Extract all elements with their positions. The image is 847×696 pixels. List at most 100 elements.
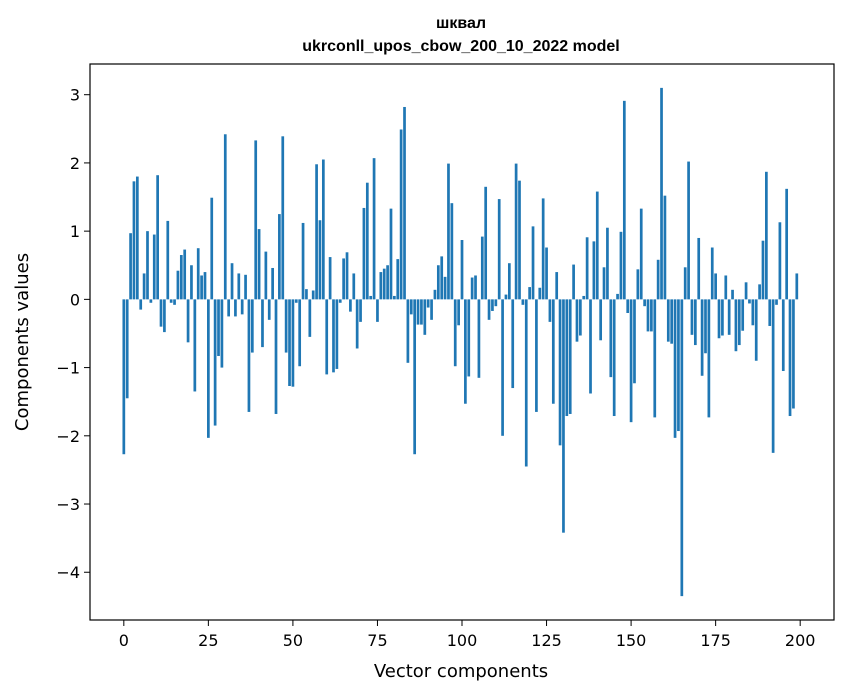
bar — [315, 164, 318, 300]
bar — [558, 299, 562, 446]
bar — [680, 299, 684, 597]
bar — [365, 182, 369, 300]
x-tick-label: 75 — [367, 631, 387, 650]
bar — [744, 282, 748, 300]
bar — [403, 106, 406, 300]
bar — [393, 295, 396, 300]
bar — [670, 299, 674, 344]
bar — [480, 236, 484, 300]
bar — [159, 299, 163, 327]
bar — [146, 231, 149, 300]
bar — [122, 299, 126, 455]
bar — [690, 299, 694, 335]
bar — [234, 299, 237, 317]
bar — [190, 265, 193, 300]
bar — [183, 249, 187, 300]
bar — [653, 299, 657, 418]
bar — [585, 237, 589, 300]
x-tick-label: 150 — [616, 631, 647, 650]
bar — [673, 299, 677, 438]
bar — [125, 299, 129, 399]
bar — [470, 277, 474, 300]
bar — [788, 299, 792, 417]
chart-subtitle: ukrconll_upos_cbow_200_10_2022 model — [302, 38, 619, 55]
bar — [321, 159, 325, 300]
bar — [227, 299, 231, 317]
bar — [754, 299, 758, 361]
bar — [420, 299, 423, 325]
bar — [311, 290, 315, 300]
bar — [518, 180, 521, 300]
bar — [267, 299, 271, 320]
bar — [389, 208, 393, 300]
bar — [531, 226, 535, 300]
bar — [687, 161, 690, 300]
bar — [139, 299, 143, 310]
bar — [399, 129, 403, 300]
bar — [152, 234, 156, 300]
bar — [629, 299, 633, 423]
bar — [737, 299, 741, 346]
bar — [359, 299, 362, 322]
bar — [497, 199, 501, 300]
bar — [501, 299, 504, 436]
y-tick-label: 2 — [70, 154, 80, 173]
bar — [362, 207, 366, 300]
bar — [274, 299, 278, 414]
bar — [538, 287, 542, 300]
bar — [751, 299, 755, 326]
x-axis-ticks: 0 25 50 75 100 125 150 175 200 — [119, 620, 815, 650]
bar — [609, 299, 613, 378]
bar — [507, 263, 511, 300]
bar — [616, 293, 619, 300]
x-axis-label: Vector components — [374, 661, 548, 682]
bar — [342, 258, 345, 300]
bar — [562, 299, 565, 533]
bar — [521, 299, 525, 305]
bar — [200, 275, 203, 300]
bar — [619, 231, 623, 300]
bar — [135, 176, 139, 300]
bar — [785, 188, 789, 300]
bar — [551, 299, 555, 404]
bar — [443, 276, 447, 300]
bar — [352, 273, 356, 300]
bar — [643, 299, 646, 307]
bar — [707, 299, 711, 418]
bar — [230, 263, 234, 300]
bar — [335, 299, 339, 369]
bars-group — [122, 87, 799, 597]
bar — [710, 247, 714, 300]
bar — [663, 195, 667, 300]
bar — [626, 299, 630, 313]
bar — [727, 299, 731, 335]
chart-title: шквал — [436, 15, 486, 32]
x-tick-label: 25 — [198, 631, 218, 650]
bar — [582, 295, 586, 300]
y-tick-label: 0 — [70, 290, 80, 309]
bar — [683, 267, 687, 300]
bar — [254, 140, 258, 300]
x-tick-label: 50 — [283, 631, 303, 650]
bar — [579, 299, 582, 336]
bar — [223, 134, 227, 300]
bar — [247, 299, 251, 412]
bar — [220, 299, 224, 368]
bar — [166, 220, 170, 300]
bar — [477, 299, 481, 378]
y-axis-ticks: −4 −3 −2 −1 0 1 2 3 — [56, 86, 90, 582]
bar — [778, 222, 782, 300]
bar — [795, 273, 799, 300]
bar — [379, 272, 383, 300]
bar — [775, 299, 778, 305]
bar — [179, 255, 183, 300]
bar — [693, 299, 697, 346]
bar — [460, 240, 464, 300]
bar — [622, 100, 626, 300]
bar — [433, 289, 437, 300]
bar — [193, 299, 197, 392]
y-tick-label: −1 — [56, 359, 80, 378]
bar — [301, 222, 305, 300]
bar — [318, 220, 322, 300]
bar — [298, 299, 302, 367]
